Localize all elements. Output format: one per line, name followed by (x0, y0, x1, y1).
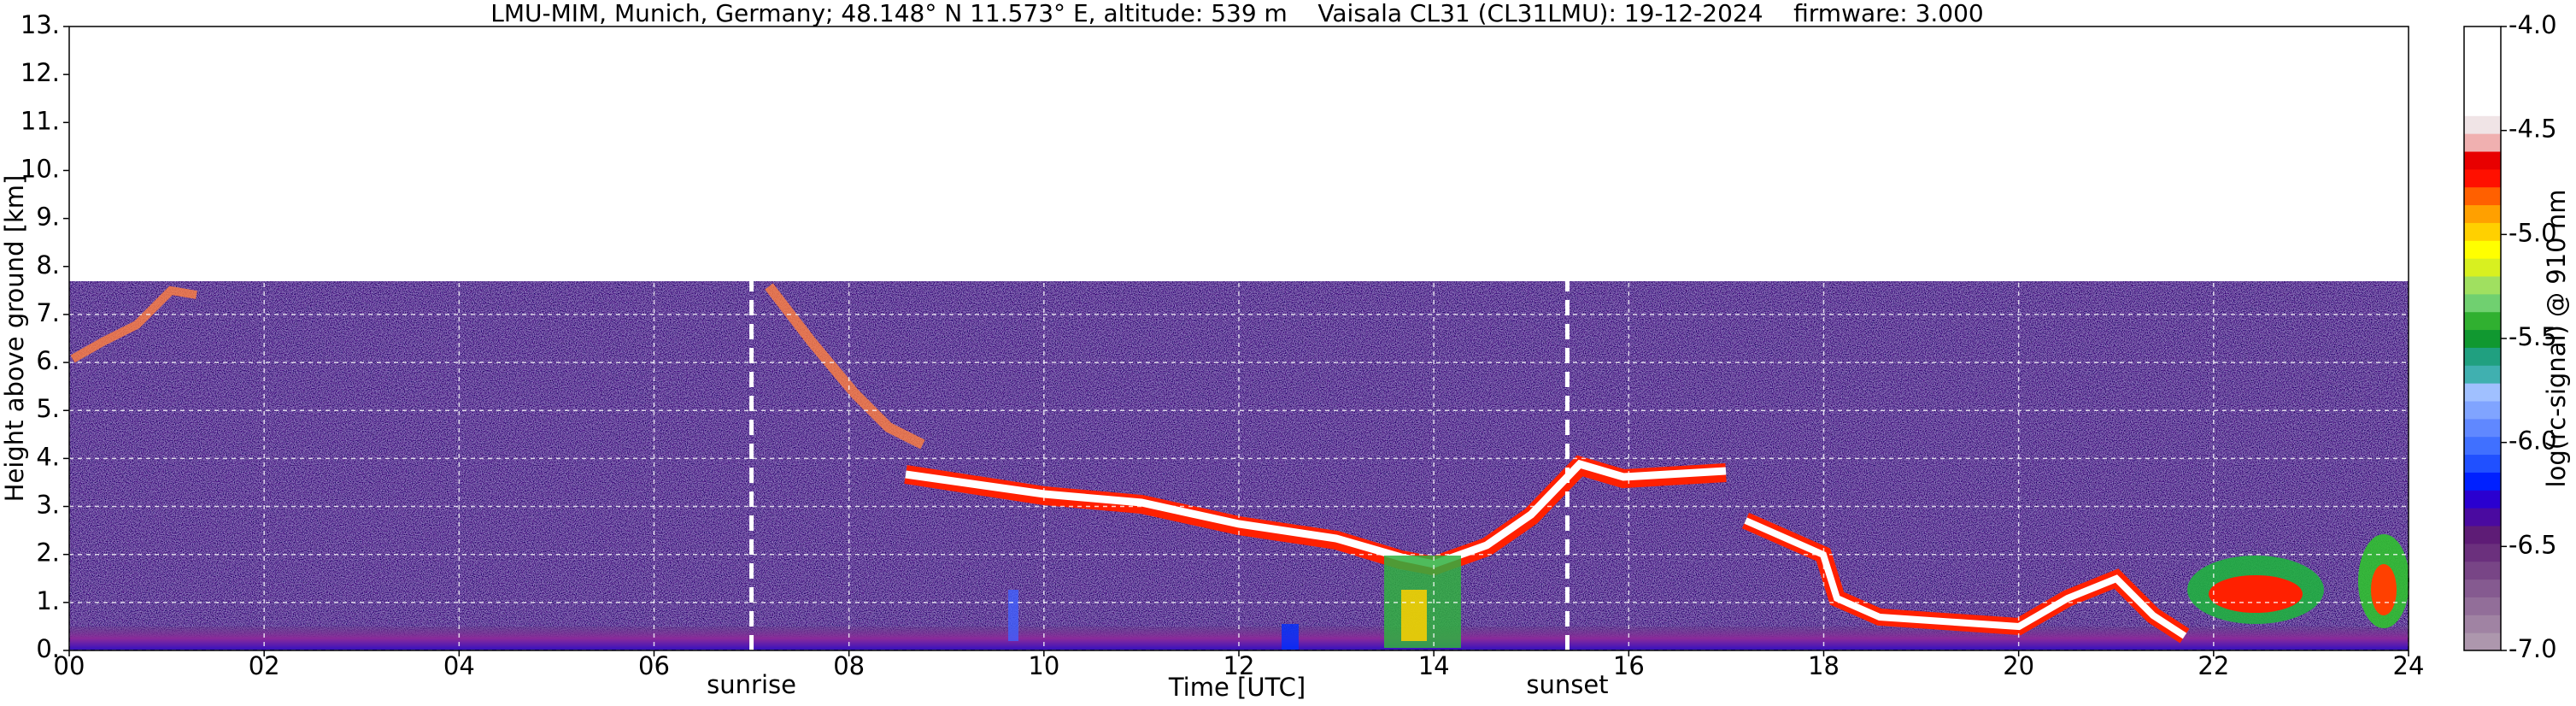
y-tick-label: 9. (36, 203, 60, 232)
colorbar-band (2464, 240, 2501, 259)
colorbar-band (2464, 615, 2501, 633)
colorbar-tick-label: -4.5 (2509, 115, 2557, 144)
colorbar-band (2464, 97, 2501, 116)
colorbar-tick-label: -7.0 (2509, 634, 2557, 663)
colorbar-band (2464, 62, 2501, 81)
colorbar-band (2464, 44, 2501, 63)
colorbar-band (2464, 329, 2501, 348)
colorbar-band (2464, 436, 2501, 456)
x-tick-label: 10 (1028, 651, 1059, 680)
plot-frame (68, 26, 2409, 651)
y-tick-label: 5. (36, 394, 60, 423)
y-tick-label: 6. (36, 346, 60, 375)
x-tick-label: 14 (1418, 651, 1450, 680)
x-tick-label: 08 (833, 651, 865, 680)
colorbar-band (2464, 597, 2501, 615)
x-tick-label: 00 (54, 651, 85, 680)
y-tick-label: 4. (36, 442, 60, 471)
colorbar-tick-label: -5.5 (2509, 322, 2557, 351)
x-tick-label: 24 (2393, 651, 2425, 680)
x-tick-label: 18 (1808, 651, 1840, 680)
colorbar-frame (2463, 26, 2502, 651)
x-tick-label: 16 (1613, 651, 1645, 680)
colorbar-band (2464, 151, 2501, 170)
x-tick-label: 04 (443, 651, 475, 680)
colorbar-band (2464, 168, 2501, 188)
colorbar-band (2464, 418, 2501, 438)
y-tick-label: 11. (21, 106, 60, 135)
y-tick-label: 7. (36, 298, 60, 327)
y-tick-label: 1. (36, 586, 60, 615)
annotation-label: sunrise (707, 670, 796, 699)
colorbar-tick-label: -4.0 (2509, 10, 2557, 39)
colorbar-band (2464, 365, 2501, 384)
y-tick-label: 10. (21, 154, 60, 183)
y-tick-label: 12. (21, 58, 60, 87)
y-tick-label: 2. (36, 538, 60, 568)
y-tick-label: 13. (21, 10, 60, 39)
colorbar-band (2464, 383, 2501, 402)
colorbar-band (2464, 454, 2501, 473)
colorbar-band (2464, 311, 2501, 331)
colorbar-band (2464, 26, 2501, 45)
annotation-label: sunset (1526, 670, 1608, 699)
colorbar-band (2464, 490, 2501, 509)
colorbar-band (2464, 401, 2501, 420)
x-tick-label: 20 (2003, 651, 2034, 680)
y-tick-label: 3. (36, 491, 60, 520)
y-tick-label: 8. (36, 250, 60, 279)
colorbar-label: log(rc-signal) @ 910 nm (2542, 190, 2571, 488)
colorbar-tick-label: -6.5 (2509, 530, 2557, 559)
colorbar-band (2464, 204, 2501, 223)
colorbar-band (2464, 276, 2501, 295)
x-tick-label: 02 (249, 651, 280, 680)
y-tick-label: 0. (36, 634, 60, 663)
colorbar-band (2464, 133, 2501, 152)
colorbar-band (2464, 579, 2501, 597)
colorbar-band (2464, 186, 2501, 206)
colorbar-band (2464, 293, 2501, 313)
y-axis-label: Height above ground [km] (0, 175, 29, 503)
colorbar-band (2464, 561, 2501, 580)
colorbar-band (2464, 79, 2501, 98)
chart-title: LMU-MIM, Munich, Germany; 48.148° N 11.5… (490, 0, 1984, 27)
colorbar-band (2464, 472, 2501, 491)
x-axis-label: Time [UTC] (1168, 673, 1306, 702)
colorbar-band (2464, 632, 2501, 651)
colorbar-band (2464, 258, 2501, 277)
colorbar-band (2464, 222, 2501, 241)
colorbar-tick-label: -6.0 (2509, 427, 2557, 456)
colorbar-band (2464, 115, 2501, 134)
colorbar-band (2464, 347, 2501, 366)
x-tick-label: 22 (2198, 651, 2229, 680)
colorbar-band (2464, 543, 2501, 562)
colorbar-band (2464, 526, 2501, 544)
colorbar-band (2464, 508, 2501, 527)
colorbar-tick-label: -5.0 (2509, 218, 2557, 247)
x-tick-label: 12 (1223, 651, 1255, 680)
x-tick-label: 06 (638, 651, 670, 680)
